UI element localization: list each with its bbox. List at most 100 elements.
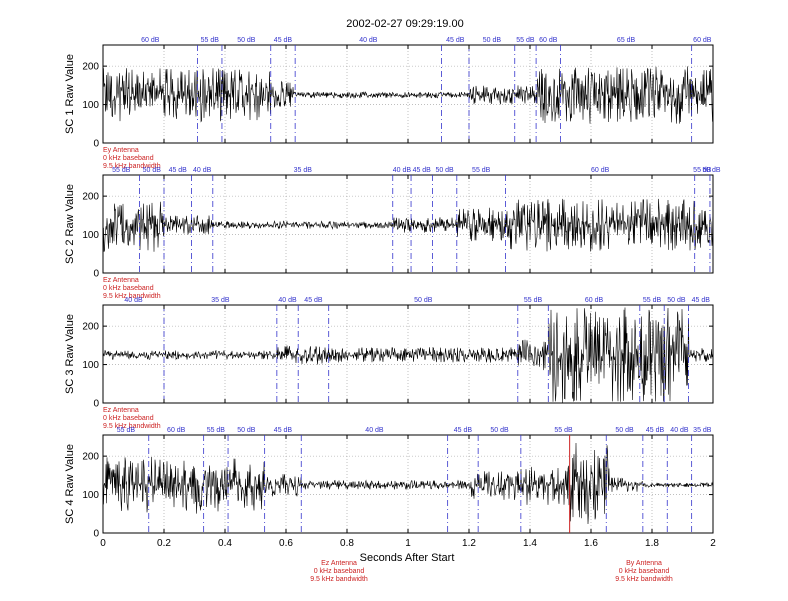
gain-label: 40 dB: [124, 297, 143, 304]
antenna-note: 0 kHz baseband: [103, 415, 154, 422]
panel-sc4: 55 dB 60 dB 55 dB 50 dB 45 dB 40 dB 45 dB 50 dB…: [64, 427, 716, 549]
y-tick-label: 0: [93, 529, 99, 540]
y-tick-label: 0: [93, 269, 99, 280]
y-tick-label: 200: [82, 452, 99, 463]
gain-label: 50 dB: [667, 297, 686, 304]
antenna-note: 9.5 kHz bandwidth: [103, 163, 161, 170]
bottom-antenna-note: 0 kHz baseband: [619, 568, 670, 575]
x-tick-label: 0.4: [218, 538, 232, 549]
y-tick-label: 0: [93, 139, 99, 150]
y-tick-label: 200: [82, 192, 99, 203]
gain-label: 45 dB: [274, 37, 293, 44]
antenna-note: 9.5 kHz bandwidth: [103, 423, 161, 430]
y-axis-label: SC 3 Raw Value: [64, 314, 76, 394]
antenna-note: Ez Antenna: [103, 407, 139, 414]
gain-label: 40 dB: [670, 427, 689, 434]
gain-label: 40 dB: [359, 37, 378, 44]
gain-label: 50 dB: [435, 167, 454, 174]
gain-label: 50 dB: [414, 297, 433, 304]
y-axis-label: SC 4 Raw Value: [64, 444, 76, 524]
y-tick-label: 0: [93, 399, 99, 410]
gain-label: 35 dB: [693, 427, 712, 434]
gain-label: 40 dB: [193, 167, 212, 174]
gain-label: 50 dB: [615, 427, 634, 434]
x-axis-label: Seconds After Start: [360, 552, 455, 564]
gain-label: 50 dB: [237, 427, 256, 434]
x-tick-label: 1.6: [584, 538, 598, 549]
gain-label: 45 dB: [169, 167, 188, 174]
gain-label: 45 dB: [446, 37, 465, 44]
gain-label: 35 dB: [294, 167, 313, 174]
gain-label: 40 dB: [365, 427, 384, 434]
gain-label: 45 dB: [454, 427, 473, 434]
waveform-trace: [102, 66, 714, 124]
gain-label: 50 dB: [483, 37, 502, 44]
gain-label: 60 dB: [141, 37, 160, 44]
x-tick-label: 0.8: [340, 538, 354, 549]
gain-label: 45 dB: [274, 427, 293, 434]
y-tick-label: 100: [82, 360, 99, 371]
y-tick-label: 100: [82, 100, 99, 111]
gain-label: 55 dB: [554, 427, 573, 434]
gain-label: 55 dB: [472, 167, 491, 174]
gain-label: 35 dB: [211, 297, 230, 304]
bottom-antenna-note: 9.5 kHz bandwidth: [615, 576, 673, 583]
bottom-antenna-note: 0 kHz baseband: [314, 568, 365, 575]
waveform-trace: [102, 442, 714, 525]
antenna-note: 9.5 kHz bandwidth: [103, 293, 161, 300]
figure-title: 2002-02-27 09:29:19.00: [346, 18, 463, 30]
x-tick-label: 1.2: [462, 538, 476, 549]
gain-label: 55 dB: [207, 427, 226, 434]
y-axis-label: SC 1 Raw Value: [64, 54, 76, 134]
gain-label: 55 dB: [117, 427, 136, 434]
panel-sc2: 55 dB 50 dB 45 dB 40 dB 35 dB 40 dB 45 dB 50 dB…: [64, 167, 721, 300]
gain-label: 60 dB: [167, 427, 186, 434]
gain-label: 50 dB: [237, 37, 256, 44]
y-tick-label: 200: [82, 322, 99, 333]
gain-label: 55 dB: [516, 37, 535, 44]
gain-label: 55 dB: [643, 297, 662, 304]
gain-label: 60 dB: [591, 167, 610, 174]
x-tick-label: 0.6: [279, 538, 293, 549]
panel-sc3: 40 dB 35 dB 40 dB 45 dB 50 dB 55 dB 60 dB 55 dB…: [64, 297, 714, 430]
gain-label: 60 dB: [693, 37, 712, 44]
x-tick-label: 0.2: [157, 538, 171, 549]
bottom-antenna-note: By Antenna: [626, 560, 662, 567]
y-tick-label: 100: [82, 490, 99, 501]
antenna-note: Ey Antenna: [103, 147, 139, 154]
gain-label: 55 dB: [693, 167, 712, 174]
antenna-note: 0 kHz baseband: [103, 285, 154, 292]
gain-label: 40 dB: [393, 167, 412, 174]
bottom-antenna-note: Ez Antenna: [321, 560, 357, 567]
panel-sc1: 60 dB 55 dB 50 dB 45 dB 40 dB 45 dB 50 dB 55 dB…: [64, 37, 714, 170]
y-axis-label: SC 2 Raw Value: [64, 184, 76, 264]
gain-label: 55 dB: [112, 167, 131, 174]
y-tick-label: 200: [82, 62, 99, 73]
waveform-trace: [102, 307, 714, 403]
gain-label: 55 dB: [201, 37, 220, 44]
antenna-note: Ez Antenna: [103, 277, 139, 284]
gain-label: 45 dB: [304, 297, 323, 304]
gain-label: 65 dB: [617, 37, 636, 44]
gain-label: 50 dB: [143, 167, 162, 174]
gain-label: 45 dB: [413, 167, 432, 174]
waveform-trace: [102, 198, 714, 252]
x-tick-label: 1.4: [523, 538, 537, 549]
gain-label: 45 dB: [692, 297, 711, 304]
gain-label: 40 dB: [278, 297, 297, 304]
gain-label: 60 dB: [585, 297, 604, 304]
bottom-antenna-note: 9.5 kHz bandwidth: [310, 576, 368, 583]
panels-group: 60 dB 55 dB 50 dB 45 dB 40 dB 45 dB 50 dB 55 dB…: [64, 37, 721, 549]
gain-label: 60 dB: [539, 37, 558, 44]
antenna-note: 0 kHz baseband: [103, 155, 154, 162]
x-tick-label: 1: [405, 538, 411, 549]
gain-label: 55 dB: [524, 297, 543, 304]
y-tick-label: 100: [82, 230, 99, 241]
gain-label: 50 dB: [702, 167, 721, 174]
x-tick-label: 2: [710, 538, 716, 549]
x-tick-label: 1.8: [645, 538, 659, 549]
gain-label: 50 dB: [490, 427, 509, 434]
x-tick-label: 0: [100, 538, 106, 549]
